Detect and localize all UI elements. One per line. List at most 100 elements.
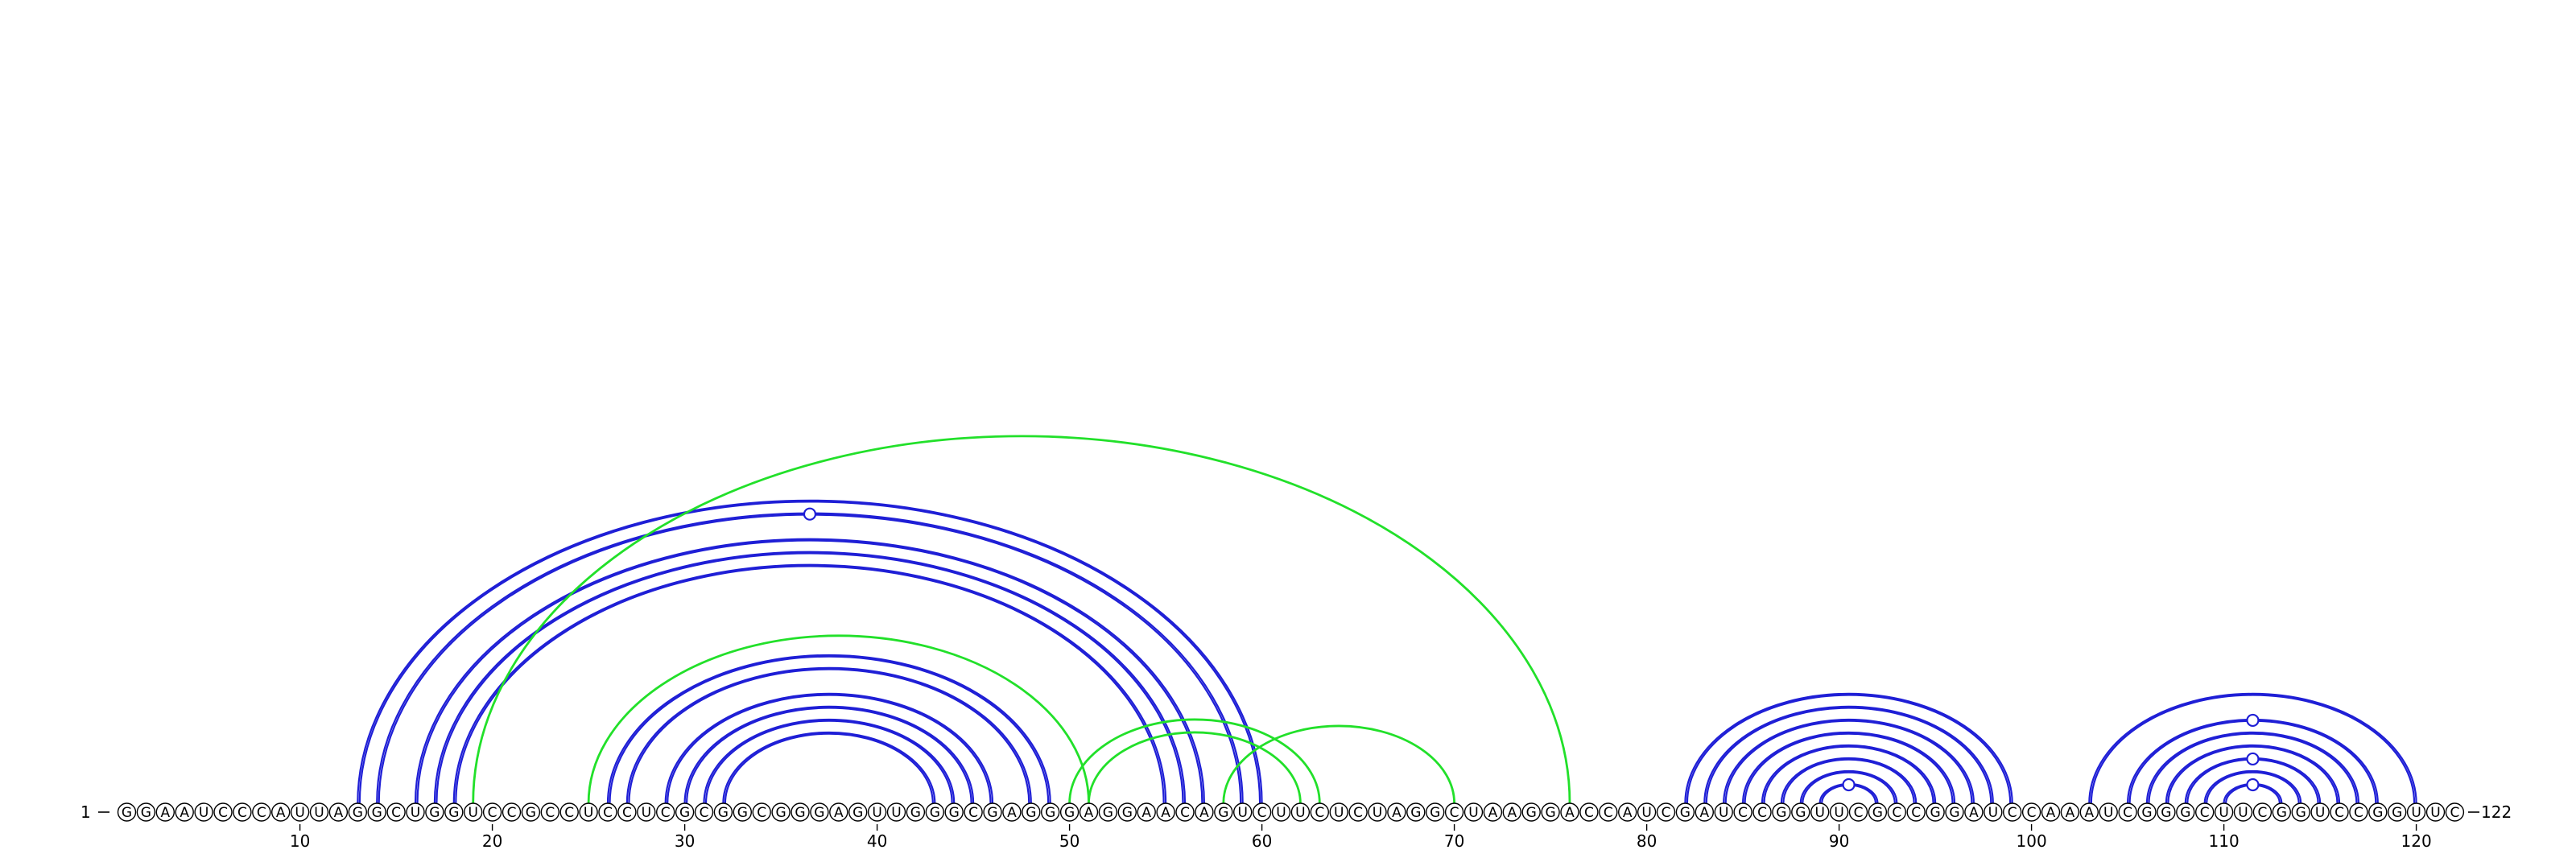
tick-label: 100 — [2017, 831, 2047, 851]
nucleotide: C — [502, 802, 522, 822]
nucleotide-circle — [2406, 802, 2426, 822]
nucleotide-letter: A — [1161, 805, 1170, 821]
pseudoknot-arc — [1222, 724, 1455, 804]
nucleotide-letter: G — [1680, 805, 1690, 821]
nucleotide: U — [464, 802, 483, 822]
nucleotide-circle — [1444, 802, 1464, 822]
nucleotide-letter: G — [2180, 805, 2190, 821]
nucleotide: G — [1406, 802, 1426, 822]
nucleotide: C — [2021, 802, 2041, 822]
nucleotide: G — [1791, 802, 1810, 822]
nucleotide-circle — [617, 802, 637, 822]
nucleotide-letter: G — [1930, 805, 1941, 821]
nucleotide-circle — [1059, 802, 1080, 822]
nucleotide: U — [867, 802, 887, 822]
base-pair-arc — [1799, 769, 1898, 804]
nucleotide-circle — [2176, 802, 2195, 822]
nucleotide: G — [1521, 802, 1541, 822]
nucleotide: G — [906, 802, 926, 822]
nucleotide-letter: C — [507, 805, 517, 821]
nucleotide: C — [1752, 802, 1772, 822]
nucleotide-circle — [1502, 802, 1522, 822]
nucleotide-letter: U — [468, 805, 477, 821]
nucleotide-circle — [540, 802, 559, 822]
nucleotide: G — [1214, 802, 1233, 822]
nucleotide-circle — [1926, 802, 1945, 822]
nucleotide-circle — [675, 802, 695, 822]
nucleotide: A — [1156, 802, 1175, 822]
nucleotide-circle — [155, 802, 175, 822]
base-pair-arc-inner — [2148, 732, 2358, 804]
nucleotide: C — [1887, 802, 1907, 822]
nucleotide-letter: G — [987, 805, 997, 821]
nucleotide: A — [1002, 802, 1022, 822]
base-pair-arc-inner — [686, 707, 972, 804]
nucleotide-letter: U — [872, 805, 881, 821]
nucleotide: G — [1022, 802, 1041, 822]
nucleotide-circle — [906, 802, 926, 822]
nucleotide-circle — [2330, 802, 2349, 822]
nucleotide-circle — [1714, 802, 1733, 822]
nucleotide-letter: C — [2123, 805, 2132, 821]
nucleotide: C — [1252, 802, 1272, 822]
nucleotide-circle — [1117, 802, 1137, 822]
nucleotide-letter: C — [488, 805, 497, 821]
nucleotide-circle — [579, 802, 598, 822]
nucleotide-letter: G — [1064, 805, 1075, 821]
pseudoknot-arc — [587, 634, 1090, 804]
tick-label: 20 — [482, 831, 502, 851]
nucleotide: G — [2368, 802, 2388, 822]
nucleotide: A — [1560, 802, 1579, 822]
nucleotide: C — [1175, 802, 1195, 822]
nucleotide-circle — [2349, 802, 2368, 822]
nucleotide-circle — [656, 802, 675, 822]
nucleotide: G — [810, 802, 829, 822]
nucleotide-circle — [1675, 802, 1695, 822]
nucleotide: G — [2291, 802, 2310, 822]
nucleotide-letter: C — [1180, 805, 1190, 821]
nucleotide-circle — [2252, 802, 2273, 822]
base-pair-arc — [433, 551, 1187, 804]
nucleotide-letter: G — [910, 805, 921, 821]
nucleotide-circle — [598, 802, 617, 822]
nucleotide: G — [367, 802, 386, 822]
nucleotide: A — [1079, 802, 1099, 822]
markers-layer — [803, 507, 2260, 792]
nucleotide: G — [2176, 802, 2195, 822]
nucleotide: A — [328, 802, 349, 822]
nucleotide-letter: C — [603, 805, 613, 821]
nucleotide-letter: A — [276, 805, 286, 821]
base-pair-arc-inner — [416, 539, 1203, 804]
nucleotide-letter: U — [2430, 805, 2440, 821]
nucleotide-letter: C — [2354, 805, 2363, 821]
nucleotide-circle — [2445, 802, 2465, 822]
nucleotide-circle — [1541, 802, 1560, 822]
nucleotide: C — [598, 802, 617, 822]
nucleotide-letter: G — [2161, 805, 2171, 821]
nucleotide: G — [1945, 802, 1964, 822]
nucleotide-letter: G — [795, 805, 805, 821]
nucleotide: G — [444, 802, 464, 822]
nucleotide: U — [1714, 802, 1733, 822]
nucleotide-circle — [328, 802, 349, 822]
nucleotide-circle — [2291, 802, 2310, 822]
base-pair-arc — [1684, 692, 2013, 804]
nucleotide-circle — [1002, 802, 1022, 822]
nucleotide-circle — [1348, 802, 1368, 822]
ticks-layer: 10 20 30 40 50 60 70 80 90 100 110 120 — [290, 824, 2432, 851]
base-pair-arc — [664, 692, 994, 804]
nucleotide: G — [2137, 802, 2157, 822]
base-pair-arc-inner — [628, 668, 1030, 804]
nucleotide-circle — [694, 802, 714, 822]
base-pair-arc — [2088, 692, 2417, 804]
base-pair-arc — [1703, 705, 1994, 804]
tick-label: 50 — [1059, 831, 1080, 851]
nucleotide: C — [2118, 802, 2137, 822]
nucleotide: U — [637, 802, 656, 822]
nucleotide-letter: A — [834, 805, 844, 821]
nucleotide-circle — [1656, 802, 1676, 822]
nucleotide: C — [1310, 802, 1330, 822]
nucleotide: U — [194, 802, 213, 822]
nucleotide-letter: U — [2238, 805, 2248, 821]
nucleotide: C — [617, 802, 637, 822]
